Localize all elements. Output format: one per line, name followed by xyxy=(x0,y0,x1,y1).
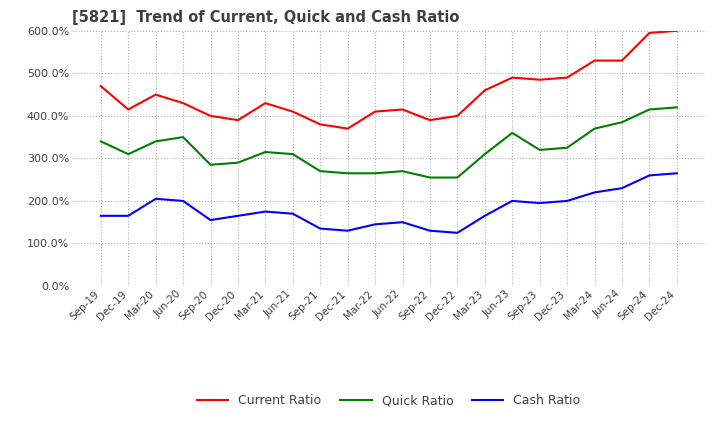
Cash Ratio xyxy=(563,198,572,204)
Current Ratio xyxy=(508,75,516,80)
Current Ratio xyxy=(645,30,654,36)
Current Ratio xyxy=(151,92,160,97)
Cash Ratio xyxy=(618,186,626,191)
Quick Ratio xyxy=(316,169,325,174)
Current Ratio xyxy=(371,109,379,114)
Cash Ratio xyxy=(645,173,654,178)
Quick Ratio xyxy=(289,151,297,157)
Cash Ratio xyxy=(124,213,132,218)
Quick Ratio xyxy=(371,171,379,176)
Quick Ratio xyxy=(672,105,681,110)
Quick Ratio xyxy=(618,120,626,125)
Cash Ratio xyxy=(480,213,489,218)
Current Ratio xyxy=(672,28,681,33)
Quick Ratio xyxy=(343,171,352,176)
Quick Ratio xyxy=(151,139,160,144)
Quick Ratio xyxy=(536,147,544,153)
Current Ratio xyxy=(289,109,297,114)
Current Ratio xyxy=(453,113,462,118)
Cash Ratio xyxy=(453,230,462,235)
Cash Ratio xyxy=(96,213,105,218)
Quick Ratio xyxy=(426,175,434,180)
Current Ratio xyxy=(233,117,242,123)
Current Ratio xyxy=(179,100,187,106)
Quick Ratio xyxy=(233,160,242,165)
Cash Ratio xyxy=(672,171,681,176)
Line: Quick Ratio: Quick Ratio xyxy=(101,107,677,177)
Cash Ratio xyxy=(343,228,352,233)
Quick Ratio xyxy=(179,135,187,140)
Cash Ratio xyxy=(179,198,187,204)
Quick Ratio xyxy=(398,169,407,174)
Current Ratio xyxy=(590,58,599,63)
Quick Ratio xyxy=(206,162,215,167)
Quick Ratio xyxy=(590,126,599,131)
Cash Ratio xyxy=(261,209,270,214)
Cash Ratio xyxy=(508,198,516,204)
Cash Ratio xyxy=(590,190,599,195)
Cash Ratio xyxy=(398,220,407,225)
Current Ratio xyxy=(343,126,352,131)
Quick Ratio xyxy=(96,139,105,144)
Line: Current Ratio: Current Ratio xyxy=(101,31,677,128)
Cash Ratio xyxy=(233,213,242,218)
Current Ratio xyxy=(316,122,325,127)
Current Ratio xyxy=(563,75,572,80)
Legend: Current Ratio, Quick Ratio, Cash Ratio: Current Ratio, Quick Ratio, Cash Ratio xyxy=(192,389,585,412)
Quick Ratio xyxy=(480,151,489,157)
Quick Ratio xyxy=(453,175,462,180)
Quick Ratio xyxy=(645,107,654,112)
Current Ratio xyxy=(480,88,489,93)
Cash Ratio xyxy=(289,211,297,216)
Quick Ratio xyxy=(563,145,572,150)
Cash Ratio xyxy=(371,222,379,227)
Cash Ratio xyxy=(151,196,160,202)
Current Ratio xyxy=(536,77,544,82)
Current Ratio xyxy=(618,58,626,63)
Cash Ratio xyxy=(316,226,325,231)
Quick Ratio xyxy=(261,150,270,155)
Cash Ratio xyxy=(536,200,544,205)
Current Ratio xyxy=(124,107,132,112)
Cash Ratio xyxy=(426,228,434,233)
Quick Ratio xyxy=(508,130,516,136)
Current Ratio xyxy=(96,84,105,89)
Cash Ratio xyxy=(206,217,215,223)
Current Ratio xyxy=(398,107,407,112)
Current Ratio xyxy=(261,100,270,106)
Quick Ratio xyxy=(124,151,132,157)
Current Ratio xyxy=(426,117,434,123)
Text: [5821]  Trend of Current, Quick and Cash Ratio: [5821] Trend of Current, Quick and Cash … xyxy=(72,11,459,26)
Current Ratio xyxy=(206,113,215,118)
Line: Cash Ratio: Cash Ratio xyxy=(101,173,677,233)
